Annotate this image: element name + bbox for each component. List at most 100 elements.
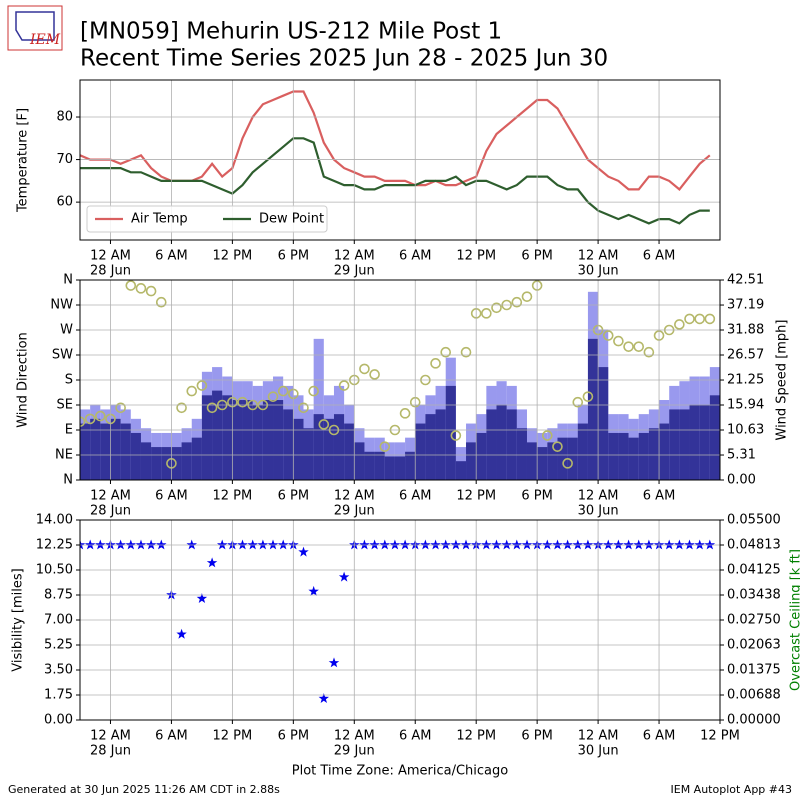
wind-bar [313, 414, 324, 480]
y2-tick-label: 21.25 [727, 373, 764, 388]
wind-bar [80, 423, 91, 480]
visibility-star [115, 539, 126, 550]
wind-bar [273, 400, 284, 480]
direction-point [399, 408, 411, 419]
wind-bar [699, 404, 710, 480]
visibility-star [257, 539, 269, 550]
y-tick-label: 60 [56, 195, 73, 210]
y2-tick-label: 0.05500 [727, 513, 781, 528]
y2-tick-label: 0.04813 [727, 538, 781, 553]
x-day-label: 28 Jun [90, 264, 131, 279]
y-tick-label: 1.75 [44, 688, 73, 703]
wind-bar [648, 428, 660, 480]
x-tick-label: 6 AM [643, 489, 676, 504]
legend-label: Dew Point [259, 212, 324, 227]
x-tick-label: 12 AM [578, 729, 619, 744]
direction-point [196, 380, 208, 391]
visibility-star [633, 539, 644, 550]
wind-bar [201, 395, 213, 480]
wind-bar [151, 447, 162, 480]
visibility-star [460, 539, 472, 550]
wind-bar [90, 418, 101, 480]
y2-tick-label: 31.88 [727, 323, 764, 338]
direction-point [308, 385, 319, 397]
visibility-star [328, 657, 340, 668]
wind-bar [506, 409, 517, 480]
wind-bar [466, 442, 477, 480]
y-tick-label: 70 [56, 152, 73, 167]
visibility-star [684, 539, 695, 550]
y-tick-label: 80 [56, 110, 73, 125]
y-tick-label: NE [55, 448, 73, 463]
visibility-star [186, 539, 197, 550]
wind-bar [455, 461, 467, 480]
logo-frame [7, 5, 63, 51]
plot-frame [79, 79, 721, 241]
visibility-star [501, 539, 512, 550]
x-day-label: 29 Jun [334, 504, 375, 519]
visibility-star [694, 539, 705, 550]
visibility-star [643, 539, 655, 550]
wind-bar [323, 418, 334, 480]
direction-point [440, 346, 452, 358]
direction-point [552, 441, 563, 452]
visibility-star [450, 539, 462, 550]
visibility-star [125, 539, 136, 550]
x-tick-label: 6 PM [278, 249, 309, 264]
x-tick-label: 12 AM [578, 249, 619, 264]
x-tick-label: 12 AM [334, 489, 375, 504]
wind-bar [476, 432, 487, 480]
plot-area [80, 90, 711, 225]
footer-right: IEM Autoplot App #43 [671, 783, 793, 796]
x-axis-label: Plot Time Zone: America/Chicago [292, 764, 508, 779]
plot-area [80, 280, 720, 480]
visibility-star [674, 539, 685, 550]
wind-bar [130, 432, 141, 480]
x-tick-label: 6 PM [521, 249, 552, 264]
wind-bar [496, 404, 507, 480]
y2-tick-label: 10.63 [727, 422, 764, 437]
wind-bar [557, 437, 568, 480]
visibility-star [572, 539, 583, 550]
visibility-star [481, 539, 492, 550]
x-tick-label: 6 AM [155, 729, 188, 744]
x-day-label: 29 Jun [334, 744, 375, 759]
wind-bar [526, 442, 538, 480]
visibility-star [145, 539, 157, 550]
direction-point [521, 291, 533, 302]
direction-point [613, 335, 624, 347]
y2-tick-label: 0.00000 [727, 713, 781, 728]
visibility-star [196, 593, 208, 603]
direction-point [542, 430, 553, 441]
visibility-star [389, 539, 401, 550]
wind-bar [659, 423, 670, 480]
visibility-star [298, 546, 309, 557]
direction-point [155, 296, 167, 308]
visibility-star [542, 539, 553, 550]
direction-point [674, 319, 685, 330]
wind-bar [435, 409, 446, 480]
wind-bar [394, 456, 406, 480]
title: [MN059] Mehurin US-212 Mile Post 1 [80, 19, 502, 45]
visibility-star [379, 539, 390, 550]
wind-bar [486, 409, 497, 480]
y2-axis-label: Wind Speed [mph] [775, 320, 790, 441]
wind-bar [222, 395, 233, 480]
visibility-star [176, 628, 187, 639]
wind-bar [577, 423, 588, 480]
visibility-star [80, 539, 86, 550]
direction-point [359, 363, 370, 375]
plot-frame [79, 279, 721, 481]
y-tick-label: SE [57, 398, 73, 413]
x-tick-label: 12 AM [578, 489, 619, 504]
direction-point [684, 313, 695, 325]
visibility-star [511, 539, 523, 550]
wind-bar [252, 404, 263, 480]
visibility-star [623, 539, 634, 550]
visibility-star [613, 539, 624, 550]
y2-tick-label: 37.19 [727, 298, 764, 313]
x-tick-label: 6 PM [278, 729, 309, 744]
wind-bar [191, 437, 202, 480]
wind-bar [364, 451, 375, 480]
x-tick-label: 12 PM [700, 729, 740, 744]
